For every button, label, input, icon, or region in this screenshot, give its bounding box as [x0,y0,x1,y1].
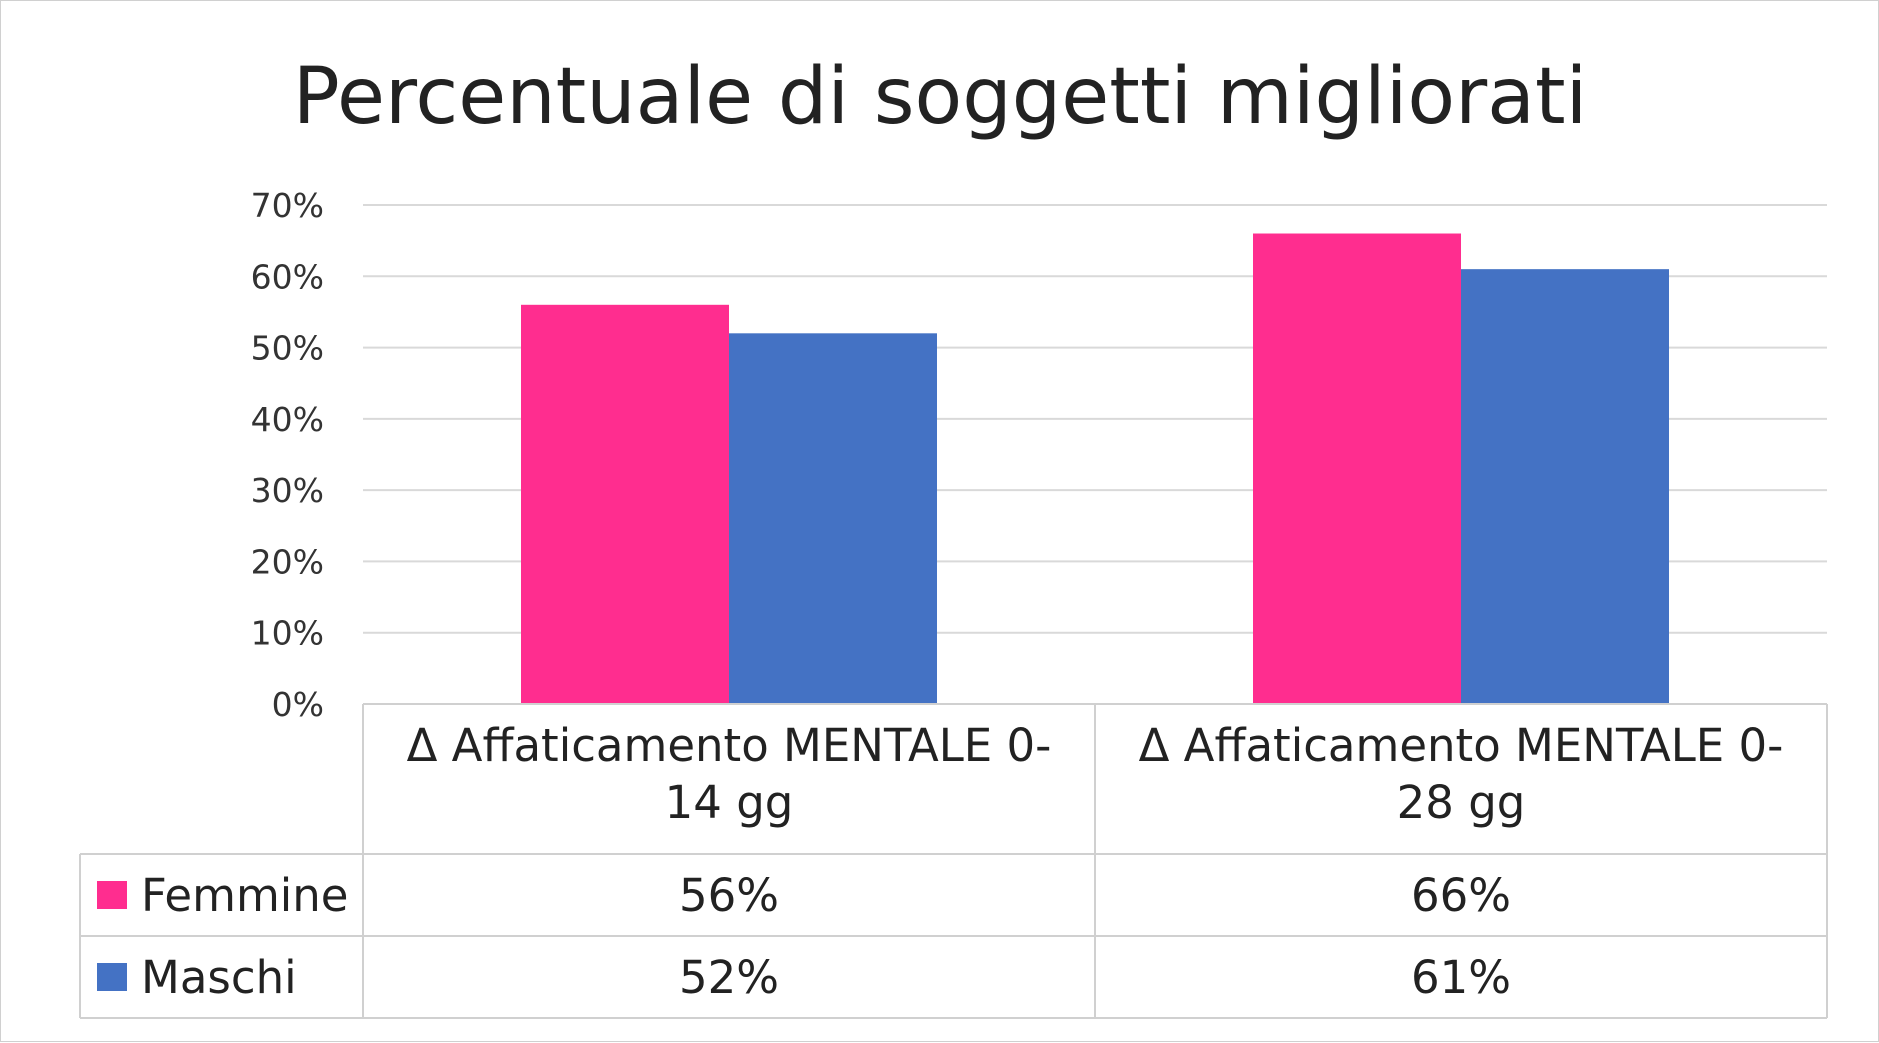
legend-label-maschi: Maschi [141,951,297,1004]
data-label-maschi-1: 52% [679,951,779,1004]
data-label-femmine-2: 66% [1411,869,1511,922]
legend-key-maschi [97,963,127,991]
y-tick-label: 10% [251,614,324,653]
bar-femmine-1 [521,304,729,704]
y-tick-label: 40% [251,400,324,439]
legend-key-femmine [97,881,127,909]
y-tick-label: 70% [251,186,324,225]
y-tick-label: 50% [251,329,324,368]
chart-title: Percentuale di soggetti migliorati [293,52,1588,142]
y-tick-label: 20% [251,542,324,581]
data-label-maschi-2: 61% [1411,951,1511,1004]
y-tick-label: 30% [251,471,324,510]
y-tick-label: 60% [251,257,324,296]
category-label: Δ Affaticamento MENTALE 0-28 gg [1139,719,1784,829]
bar-maschi-2 [1461,269,1669,704]
legend-label-femmine: Femmine [141,869,349,922]
y-tick-label: 0% [272,685,324,724]
data-label-femmine-1: 56% [679,869,779,922]
bar-maschi-1 [729,333,937,704]
category-label: Δ Affaticamento MENTALE 0-14 gg [407,719,1052,829]
bar-femmine-2 [1253,233,1461,704]
